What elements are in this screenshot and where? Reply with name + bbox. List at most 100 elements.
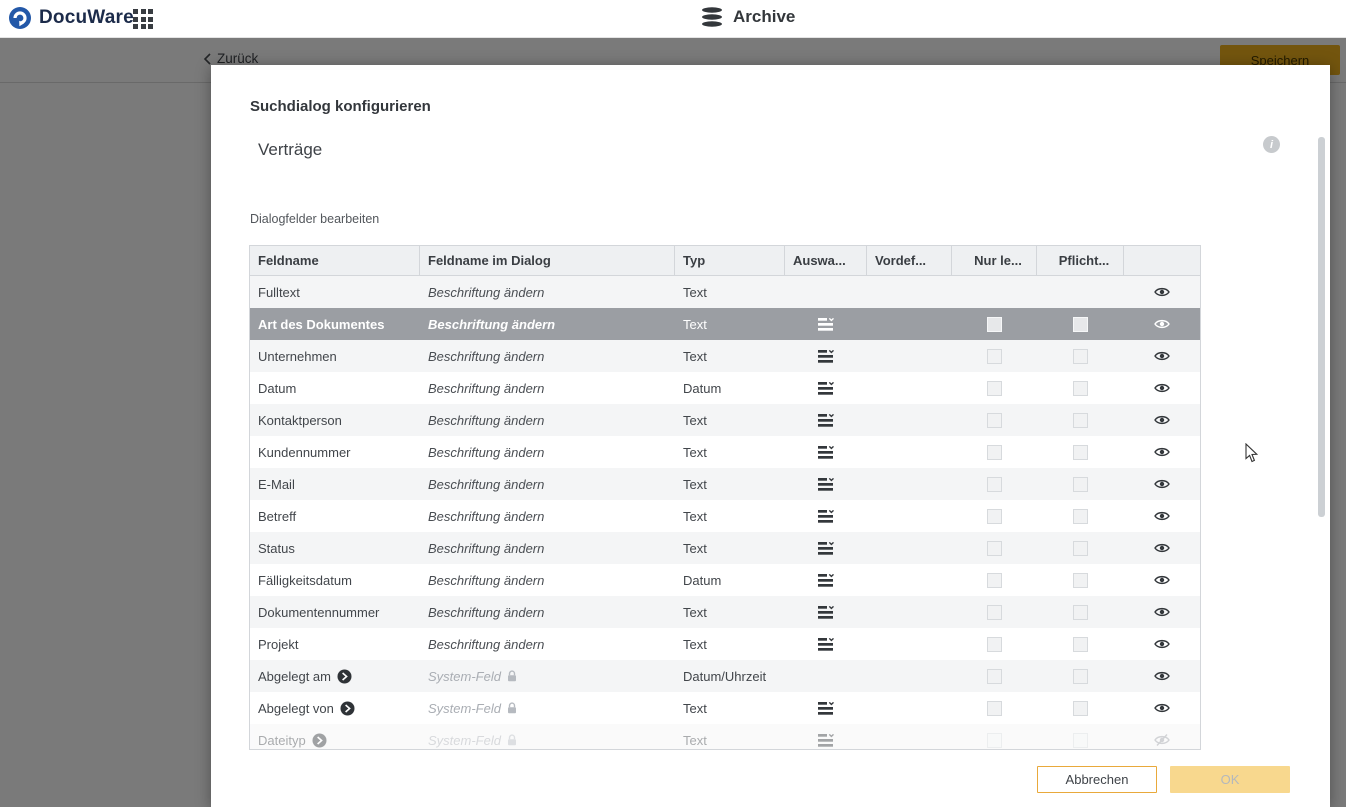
eye-icon[interactable] [1154,574,1170,586]
required-checkbox[interactable] [1073,412,1088,428]
required-checkbox[interactable] [1073,732,1088,748]
dialog-caption-link[interactable]: Beschriftung ändern [428,380,545,396]
dialog-caption-link[interactable]: Beschriftung ändern [428,476,545,492]
eye-icon[interactable] [1154,510,1170,522]
readonly-checkbox[interactable] [987,412,1002,428]
table-row[interactable]: Dateityp System-Feld Text [250,724,1200,749]
eye-icon[interactable] [1154,414,1170,426]
table-row[interactable]: Unternehmen Beschriftung ändern Text [250,340,1200,372]
info-icon[interactable]: i [1263,136,1280,153]
select-list-icon[interactable] [818,477,834,491]
table-row[interactable]: Dokumentennummer Beschriftung ändern Tex… [250,596,1200,628]
dialog-caption-link[interactable]: System-Feld [428,732,501,748]
dialog-caption-link[interactable]: Beschriftung ändern [428,636,545,652]
field-name-label: Dokumentennummer [258,604,380,620]
predefined-cell [867,692,952,724]
table-row[interactable]: Status Beschriftung ändern Text [250,532,1200,564]
readonly-checkbox[interactable] [987,604,1002,620]
readonly-checkbox[interactable] [987,540,1002,556]
dialog-caption-link[interactable]: Beschriftung ändern [428,444,545,460]
eye-icon[interactable] [1154,606,1170,618]
cancel-button[interactable]: Abbrechen [1037,766,1157,793]
readonly-checkbox[interactable] [987,700,1002,716]
dialog-caption-link[interactable]: Beschriftung ändern [428,540,545,556]
readonly-checkbox[interactable] [987,380,1002,396]
table-row[interactable]: Art des Dokumentes Beschriftung ändern T… [250,308,1200,340]
required-checkbox[interactable] [1073,508,1088,524]
scrollbar-thumb[interactable] [1318,137,1325,517]
required-checkbox[interactable] [1073,348,1088,364]
eye-off-icon[interactable] [1154,734,1170,746]
readonly-checkbox[interactable] [987,348,1002,364]
table-row[interactable]: Fulltext Beschriftung ändern Text [250,276,1200,308]
eye-icon[interactable] [1154,638,1170,650]
table-row[interactable]: E-Mail Beschriftung ändern Text [250,468,1200,500]
eye-icon[interactable] [1154,382,1170,394]
readonly-checkbox[interactable] [987,444,1002,460]
required-checkbox[interactable] [1073,476,1088,492]
header-cell-feldname-im-dialog: Feldname im Dialog [420,246,675,275]
required-checkbox[interactable] [1073,444,1088,460]
required-checkbox[interactable] [1073,700,1088,716]
required-checkbox[interactable] [1073,604,1088,620]
dialog-caption-link[interactable]: System-Feld [428,700,501,716]
table-row[interactable]: Projekt Beschriftung ändern Text [250,628,1200,660]
select-list-icon[interactable] [818,381,834,395]
table-row[interactable]: Datum Beschriftung ändern Datum [250,372,1200,404]
eye-icon[interactable] [1154,286,1170,298]
eye-icon[interactable] [1154,478,1170,490]
required-checkbox[interactable] [1073,540,1088,556]
select-list-icon[interactable] [818,733,834,747]
readonly-checkbox[interactable] [987,572,1002,588]
dialog-caption-link[interactable]: Beschriftung ändern [428,316,556,332]
field-name-label: Kundennummer [258,444,351,460]
table-row[interactable]: Abgelegt von System-Feld Text [250,692,1200,724]
readonly-checkbox[interactable] [987,476,1002,492]
eye-icon[interactable] [1154,318,1170,330]
required-checkbox[interactable] [1073,316,1088,332]
select-list-icon[interactable] [818,637,834,651]
dialog-caption-link[interactable]: Beschriftung ändern [428,284,545,300]
table-row[interactable]: Kundennummer Beschriftung ändern Text [250,436,1200,468]
ok-button[interactable]: OK [1170,766,1290,793]
select-list-icon[interactable] [818,509,834,523]
required-checkbox[interactable] [1073,572,1088,588]
readonly-checkbox[interactable] [987,732,1002,748]
dialog-caption-link[interactable]: System-Feld [428,668,501,684]
required-checkbox[interactable] [1073,668,1088,684]
table-row[interactable]: Betreff Beschriftung ändern Text [250,500,1200,532]
dialog-caption-link[interactable]: Beschriftung ändern [428,348,545,364]
table-row[interactable]: Fälligkeitsdatum Beschriftung ändern Dat… [250,564,1200,596]
table-row[interactable]: Kontaktperson Beschriftung ändern Text [250,404,1200,436]
field-type-label: Text [683,700,707,716]
mouse-cursor [1245,442,1259,468]
select-list-icon[interactable] [818,317,834,331]
select-list-icon[interactable] [818,573,834,587]
app-grid-icon[interactable] [133,9,153,29]
required-checkbox[interactable] [1073,636,1088,652]
select-list-icon[interactable] [818,445,834,459]
required-checkbox[interactable] [1073,380,1088,396]
dialog-caption-link[interactable]: Beschriftung ändern [428,508,545,524]
readonly-checkbox[interactable] [987,316,1002,332]
select-list-icon[interactable] [818,605,834,619]
field-type-label: Datum/Uhrzeit [683,668,767,684]
readonly-checkbox[interactable] [987,668,1002,684]
brand-logo[interactable]: DocuWare [8,6,134,30]
select-list-icon[interactable] [818,701,834,715]
eye-icon[interactable] [1154,350,1170,362]
dialog-caption-link[interactable]: Beschriftung ändern [428,604,545,620]
readonly-checkbox[interactable] [987,508,1002,524]
readonly-checkbox[interactable] [987,636,1002,652]
eye-icon[interactable] [1154,702,1170,714]
select-list-icon[interactable] [818,349,834,363]
eye-icon[interactable] [1154,542,1170,554]
dialog-caption-link[interactable]: Beschriftung ändern [428,412,545,428]
select-list-icon[interactable] [818,541,834,555]
dialog-caption-link[interactable]: Beschriftung ändern [428,572,545,588]
dialog-name-field[interactable]: Verträge [258,140,323,159]
select-list-icon[interactable] [818,413,834,427]
table-row[interactable]: Abgelegt am System-Feld Datum/Uhrzeit [250,660,1200,692]
eye-icon[interactable] [1154,446,1170,458]
eye-icon[interactable] [1154,670,1170,682]
